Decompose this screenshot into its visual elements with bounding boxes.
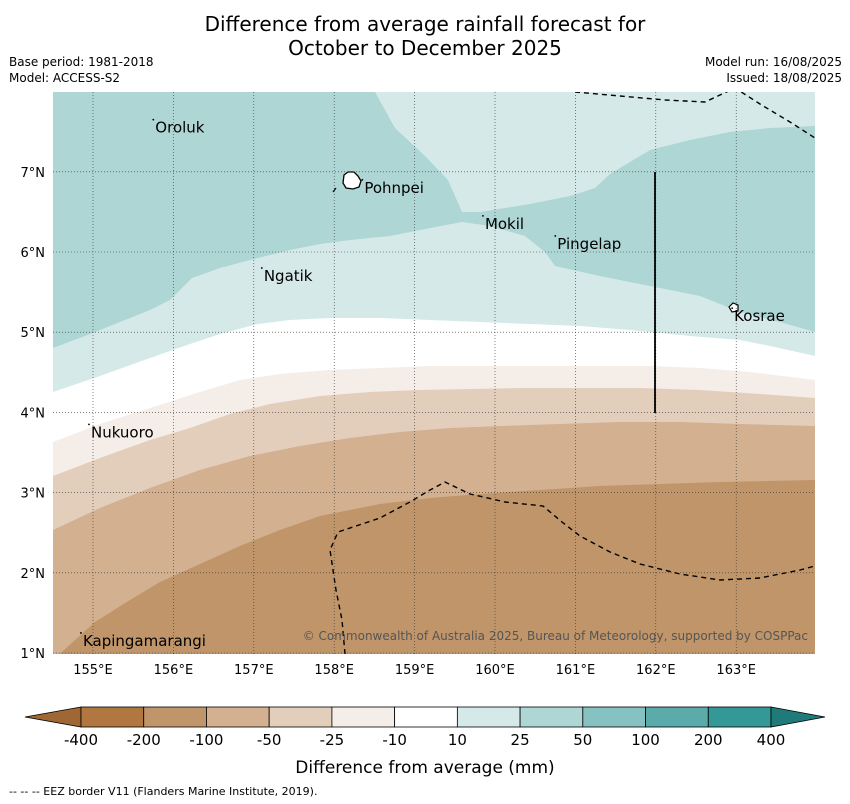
lon-tick-label: 158°E bbox=[314, 663, 354, 678]
colorbar-tick-label: -50 bbox=[257, 731, 282, 749]
copyright-text: © Commonwealth of Australia 2025, Bureau… bbox=[303, 629, 808, 643]
colorbar-segment bbox=[268, 706, 333, 728]
meta-left: Base period: 1981-2018 Model: ACCESS-S2 bbox=[9, 54, 154, 86]
place-marker bbox=[88, 423, 90, 426]
colorbar-under-arrow bbox=[24, 706, 82, 728]
colorbar-tick-label: -400 bbox=[64, 731, 98, 749]
meta-right: Model run: 16/08/2025 Issued: 18/08/2025 bbox=[705, 54, 842, 86]
chart-title: Difference from average rainfall forecas… bbox=[0, 12, 850, 60]
footnote: -- -- -- EEZ border V11 (Flanders Marine… bbox=[9, 785, 318, 798]
lon-tick-label: 159°E bbox=[395, 663, 435, 678]
issued-date: Issued: 18/08/2025 bbox=[726, 71, 842, 85]
lat-tick-label: 7°N bbox=[21, 166, 46, 181]
lat-tick-label: 4°N bbox=[21, 406, 46, 421]
lon-tick-label: 163°E bbox=[716, 663, 756, 678]
lon-tick-label: 155°E bbox=[73, 663, 113, 678]
title-line-2: October to December 2025 bbox=[288, 36, 562, 60]
colorbar-segment bbox=[206, 706, 270, 728]
lat-tick-label: 2°N bbox=[21, 567, 46, 582]
colorbar-segment bbox=[80, 706, 145, 728]
place-marker bbox=[361, 178, 364, 181]
title-line-1: Difference from average rainfall forecas… bbox=[204, 12, 646, 36]
lat-tick-label: 5°N bbox=[21, 326, 46, 341]
band-25-50-upper bbox=[53, 92, 815, 348]
lon-tick-label: 160°E bbox=[475, 663, 515, 678]
place-label: Mokil bbox=[485, 215, 524, 233]
place-label: Kosrae bbox=[734, 307, 785, 325]
place-marker bbox=[482, 215, 484, 217]
lat-tick-label: 3°N bbox=[21, 487, 46, 502]
eez-border-north bbox=[574, 92, 815, 139]
lon-tick-label: 156°E bbox=[154, 663, 194, 678]
pohnpei-reef-line bbox=[332, 187, 337, 193]
place-label: Pohnpei bbox=[364, 179, 424, 197]
lat-tick-label: 6°N bbox=[21, 246, 46, 261]
colorbar-tick-label: -25 bbox=[320, 731, 345, 749]
band-neg200-neg100 bbox=[59, 480, 815, 654]
place-marker bbox=[731, 307, 734, 310]
base-period: Base period: 1981-2018 bbox=[9, 55, 154, 69]
colorbar-segment bbox=[707, 706, 772, 728]
colorbar-tick-label: 200 bbox=[694, 731, 723, 749]
colorbar-tick-label: 25 bbox=[511, 731, 530, 749]
rainfall-map: Oroluk Pohnpei Mokil Pingelap Ngatik Kosrae Nu… bbox=[21, 92, 826, 778]
colorbar-segment bbox=[519, 706, 584, 728]
colorbar-segment bbox=[331, 706, 396, 728]
lat-tick-label: 1°N bbox=[21, 647, 46, 662]
colorbar-tick-label: -100 bbox=[189, 731, 223, 749]
place-labels: Oroluk Pohnpei Mokil Pingelap Ngatik Kosrae Nu… bbox=[80, 119, 785, 650]
colorbar-tick-label: 10 bbox=[448, 731, 467, 749]
place-label: Nukuoro bbox=[91, 423, 154, 441]
colorbar-over-arrow bbox=[770, 706, 826, 728]
place-marker bbox=[152, 118, 155, 121]
place-label: Kapingamarangi bbox=[83, 632, 206, 650]
colorbar-segment bbox=[582, 706, 646, 728]
colorbar-tick-label: 50 bbox=[573, 731, 592, 749]
place-marker bbox=[80, 632, 82, 634]
place-label: Ngatik bbox=[264, 267, 313, 285]
place-label: Pingelap bbox=[557, 235, 621, 253]
contour-fill-layer bbox=[53, 92, 815, 654]
lon-tick-label: 161°E bbox=[556, 663, 596, 678]
colorbar-segment bbox=[645, 706, 709, 728]
colorbar-tick-label: -200 bbox=[127, 731, 161, 749]
axis-ticks: 155°E 156°E 157°E 158°E 159°E 160°E 161°E 162°E… bbox=[21, 166, 756, 678]
colorbar-tick-label: 100 bbox=[631, 731, 660, 749]
eez-border-south bbox=[329, 481, 815, 654]
place-label: Oroluk bbox=[155, 119, 204, 137]
lon-tick-label: 157°E bbox=[234, 663, 274, 678]
lon-tick-label: 162°E bbox=[636, 663, 676, 678]
model-run: Model run: 16/08/2025 bbox=[704, 55, 842, 69]
colorbar-segment bbox=[394, 706, 458, 728]
colorbar-segment bbox=[143, 706, 207, 728]
colorbar-segment bbox=[456, 706, 521, 728]
colorbar-tick-label: -10 bbox=[382, 731, 407, 749]
model-name: Model: ACCESS-S2 bbox=[9, 71, 121, 85]
colorbar: -400 -200 -100 -50 -25 -10 10 25 50 100 200 400 bbox=[24, 706, 826, 749]
kosrae-island-outline bbox=[728, 302, 739, 313]
place-marker bbox=[554, 235, 557, 237]
colorbar-tick-label: 400 bbox=[757, 731, 786, 749]
colorbar-label: Difference from average (mm) bbox=[295, 758, 554, 778]
place-marker bbox=[260, 267, 263, 269]
